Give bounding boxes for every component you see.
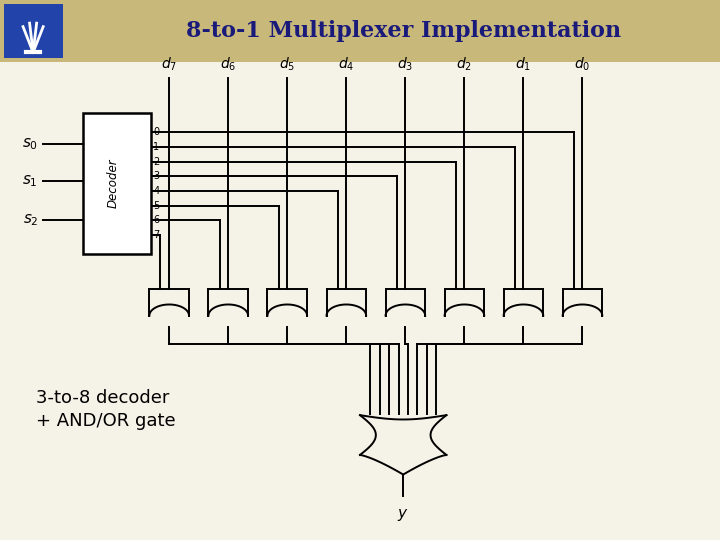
FancyBboxPatch shape	[0, 0, 720, 62]
Text: 0: 0	[153, 127, 160, 137]
Text: $d_{1}$: $d_{1}$	[516, 56, 531, 73]
Text: $d_{4}$: $d_{4}$	[338, 56, 354, 73]
Text: $d_{0}$: $d_{0}$	[575, 56, 590, 73]
Text: $s_1$: $s_1$	[22, 173, 38, 188]
Text: Decoder: Decoder	[107, 159, 120, 208]
Text: $d_{7}$: $d_{7}$	[161, 56, 177, 73]
Text: $d_{3}$: $d_{3}$	[397, 56, 413, 73]
Text: 8-to-1 Multiplexer Implementation: 8-to-1 Multiplexer Implementation	[186, 20, 621, 42]
Text: $y$: $y$	[397, 507, 409, 523]
Text: $d_{6}$: $d_{6}$	[220, 56, 236, 73]
Bar	[83, 113, 151, 254]
FancyBboxPatch shape	[4, 4, 63, 58]
Text: $s_0$: $s_0$	[22, 137, 38, 152]
Text: $s_2$: $s_2$	[22, 212, 38, 228]
Text: 2: 2	[153, 157, 160, 167]
Text: 7: 7	[153, 230, 160, 240]
Text: 3: 3	[153, 171, 160, 181]
Text: 3-to-8 decoder
+ AND/OR gate: 3-to-8 decoder + AND/OR gate	[36, 389, 176, 430]
Text: 1: 1	[153, 142, 160, 152]
Text: 6: 6	[153, 215, 160, 225]
Text: 5: 5	[153, 200, 160, 211]
Text: 4: 4	[153, 186, 160, 196]
Text: $d_{5}$: $d_{5}$	[279, 56, 295, 73]
Text: $d_{2}$: $d_{2}$	[456, 56, 472, 73]
